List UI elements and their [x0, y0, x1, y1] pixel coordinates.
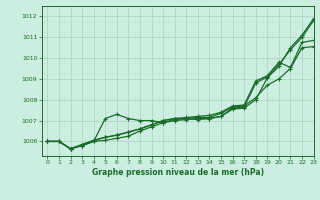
- X-axis label: Graphe pression niveau de la mer (hPa): Graphe pression niveau de la mer (hPa): [92, 168, 264, 177]
